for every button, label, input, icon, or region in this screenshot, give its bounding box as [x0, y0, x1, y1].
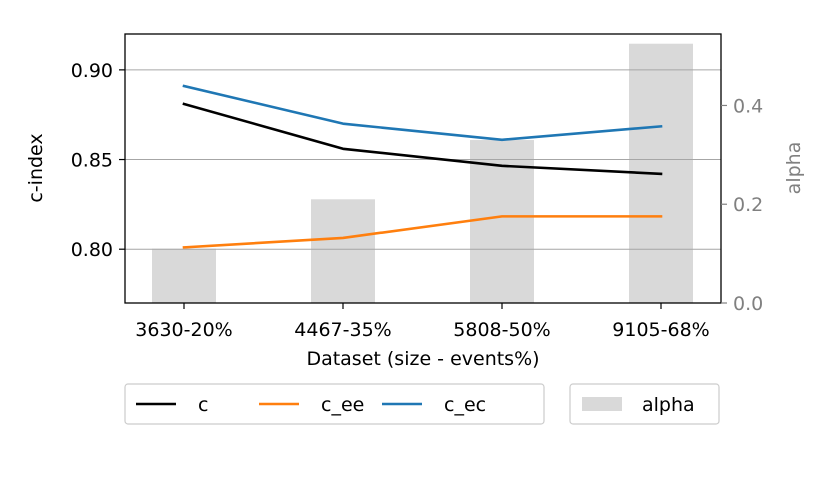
legend-label-c-ee: c_ee [321, 394, 364, 416]
series-line-c-ec [182, 84, 663, 142]
legend-lines-box [124, 383, 545, 425]
gridlines [125, 69, 721, 250]
legend-bars: alpha [569, 383, 720, 425]
x-tick-label: 9105-68% [612, 319, 709, 341]
plot-frame [124, 33, 722, 304]
legend-label-alpha: alpha [642, 394, 695, 416]
x-axis-ticks: 3630-20% 4467-35% 5808-50% 9105-68% [135, 303, 710, 341]
left-axis-ticks: 0.80 0.85 0.90 [71, 60, 125, 261]
right-axis-ticks: 0.0 0.2 0.4 [721, 95, 763, 315]
alpha-bar [311, 199, 375, 303]
series-lines [182, 84, 663, 249]
alpha-bars [152, 43, 693, 303]
y-axis-label: c-index [25, 133, 47, 202]
x-axis-label: Dataset (size - events%) [306, 348, 539, 370]
legend-swatch-alpha [582, 397, 622, 411]
legend-label-c: c [198, 394, 208, 416]
x-tick-label: 3630-20% [135, 319, 232, 341]
right-tick-label: 0.2 [733, 194, 763, 216]
x-tick-label: 5808-50% [453, 319, 550, 341]
right-tick-label: 0.4 [733, 95, 763, 117]
alpha-bar [152, 248, 216, 303]
x-tick-label: 4467-35% [294, 319, 391, 341]
right-axis-label: alpha [783, 142, 805, 195]
legend-bars-box [569, 383, 720, 425]
right-tick-label: 0.0 [733, 293, 763, 315]
series-line-c-ee [182, 215, 663, 249]
left-tick-label: 0.90 [71, 60, 113, 82]
legend-label-c-ec: c_ec [444, 394, 486, 416]
left-tick-label: 0.80 [71, 239, 113, 261]
series-line-c [182, 102, 663, 176]
legend-lines: c c_ee c_ec [124, 383, 545, 425]
left-tick-label: 0.85 [71, 150, 113, 172]
